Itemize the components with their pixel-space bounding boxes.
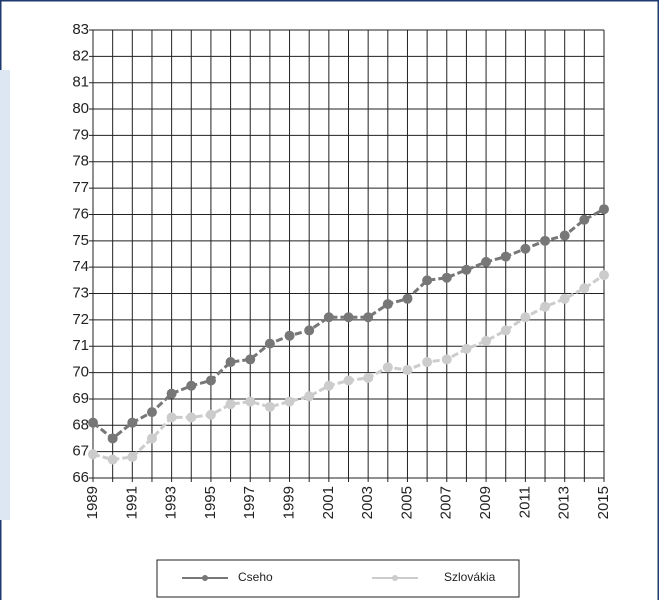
x-tick-label: 2001: [320, 486, 337, 519]
data-point: [166, 388, 177, 399]
data-point: [520, 312, 531, 323]
data-point: [343, 312, 354, 323]
data-point: [304, 391, 315, 402]
data-point: [441, 354, 452, 365]
data-point: [264, 338, 275, 349]
data-point: [225, 357, 236, 368]
data-point: [146, 433, 157, 444]
data-point: [363, 372, 374, 383]
data-point: [304, 325, 315, 336]
data-point: [481, 335, 492, 346]
y-tick-label: 78: [72, 153, 89, 170]
data-point: [205, 375, 216, 386]
data-point: [599, 270, 609, 281]
data-point: [107, 454, 118, 465]
data-point: [88, 417, 98, 428]
data-point: [245, 354, 256, 365]
data-point: [146, 407, 157, 418]
data-point: [166, 412, 177, 423]
legend-marker: [202, 575, 208, 581]
data-point: [225, 399, 236, 410]
y-tick-label: 72: [72, 311, 89, 328]
x-tick-label: 1999: [281, 486, 298, 519]
data-point: [540, 235, 551, 246]
data-point: [559, 293, 570, 304]
y-tick-label: 81: [72, 74, 89, 91]
y-tick-label: 79: [72, 126, 89, 143]
data-point: [520, 243, 531, 254]
y-tick-label: 67: [72, 443, 89, 460]
x-tick-label: 2007: [438, 486, 455, 519]
legend-label: Cseho: [238, 570, 273, 584]
data-point: [245, 396, 256, 407]
y-tick-label: 83: [72, 21, 89, 38]
data-point: [186, 380, 197, 391]
x-tick-label: 1991: [123, 486, 140, 519]
y-tick-label: 69: [72, 390, 89, 407]
data-point: [500, 251, 511, 262]
y-tick-label: 66: [72, 469, 89, 486]
x-tick-label: 2013: [556, 486, 573, 519]
data-point: [88, 449, 98, 460]
x-tick-label: 2003: [359, 486, 376, 519]
data-point: [205, 409, 216, 420]
x-tick-label: 1997: [241, 486, 258, 519]
y-tick-label: 82: [72, 47, 89, 64]
data-point: [402, 364, 413, 375]
data-point: [540, 301, 551, 312]
y-tick-label: 68: [72, 416, 89, 433]
data-point: [402, 293, 413, 304]
data-point: [579, 214, 590, 225]
data-point: [107, 433, 118, 444]
data-point: [481, 256, 492, 267]
data-point: [579, 283, 590, 294]
x-tick-label: 2005: [398, 486, 415, 519]
data-point: [323, 380, 334, 391]
y-tick-label: 76: [72, 205, 89, 222]
y-tick-label: 73: [72, 284, 89, 301]
data-point: [323, 312, 334, 323]
data-point: [599, 204, 609, 215]
y-tick-label: 80: [72, 100, 89, 117]
side-strip: [0, 70, 10, 520]
plot: 66 67 68 69 70 71 72 73 74 75 76 77 78 79 80 81 82 83 1989…: [72, 21, 612, 519]
data-point: [441, 272, 452, 283]
legend-marker: [392, 575, 398, 581]
legend-box: [156, 559, 520, 598]
series-line: [92, 207, 605, 441]
data-point: [127, 451, 138, 462]
data-point: [461, 264, 472, 275]
x-tick-label: 1989: [84, 486, 101, 519]
x-tick-label: 1995: [202, 486, 219, 519]
data-point: [127, 417, 138, 428]
data-point: [422, 275, 433, 286]
x-tick-label: 2011: [516, 486, 533, 518]
x-tick-label: 2009: [477, 486, 494, 519]
data-point: [284, 330, 295, 341]
legend-label: Szlovákia: [444, 570, 496, 584]
data-point: [382, 299, 393, 310]
y-tick-label: 70: [72, 364, 89, 381]
data-point: [422, 357, 433, 368]
data-point: [264, 401, 275, 412]
data-point: [363, 312, 374, 323]
data-point: [461, 343, 472, 354]
data-point: [186, 412, 197, 423]
y-tick-label: 71: [72, 337, 89, 354]
data-point: [500, 325, 511, 336]
x-tick-label: 2015: [595, 486, 612, 519]
x-tick-label: 1993: [163, 486, 180, 519]
data-point: [559, 230, 570, 241]
data-point: [382, 362, 393, 373]
data-point: [343, 375, 354, 386]
data-point: [284, 396, 295, 407]
y-tick-label: 75: [72, 232, 89, 249]
y-tick-label: 74: [72, 258, 89, 275]
y-tick-label: 77: [72, 179, 89, 196]
